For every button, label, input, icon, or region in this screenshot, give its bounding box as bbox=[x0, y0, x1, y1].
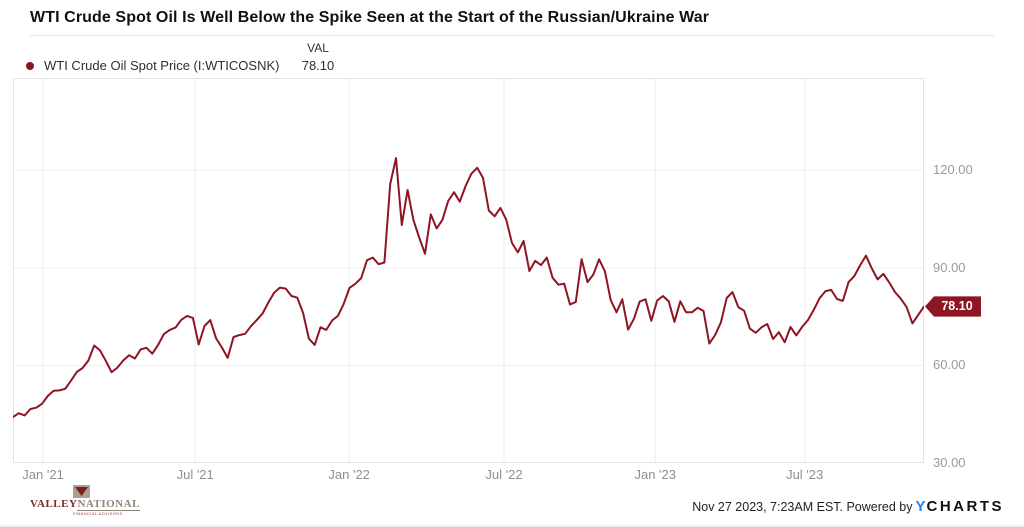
last-price-tag: 78.10 bbox=[925, 296, 981, 317]
series-current-value: 78.10 bbox=[301, 58, 335, 73]
valley-national-wordmark: VALLEYNATIONAL bbox=[30, 498, 140, 511]
series-color-dot-icon bbox=[26, 62, 34, 70]
y-axis-tick-60: 60.00 bbox=[933, 357, 966, 373]
series-label: WTI Crude Oil Spot Price (I:WTICOSNK) bbox=[44, 58, 280, 73]
price-line-chart[interactable] bbox=[13, 78, 924, 463]
valley-national-tagline: FINANCIAL ADVISORS bbox=[73, 511, 123, 516]
attribution: Nov 27 2023, 7:23AM EST. Powered by YCHA… bbox=[692, 498, 1004, 515]
x-axis-tick-jan23: Jan '23 bbox=[634, 467, 676, 482]
timestamp-text: Nov 27 2023, 7:23AM EST. Powered by bbox=[692, 499, 913, 514]
footer: VALLEYNATIONAL FINANCIAL ADVISORS Nov 27… bbox=[30, 485, 1004, 519]
legend-series-row: WTI Crude Oil Spot Price (I:WTICOSNK) 78… bbox=[0, 57, 420, 75]
legend-val-column-header: VAL bbox=[307, 41, 329, 55]
x-axis-tick-jan21: Jan '21 bbox=[22, 467, 64, 482]
chart-header: WTI Crude Spot Oil Is Well Below the Spi… bbox=[30, 0, 994, 36]
y-axis-tick-30: 30.00 bbox=[933, 455, 966, 470]
x-axis-tick-jul21: Jul '21 bbox=[176, 467, 214, 482]
valley-national-mark-icon bbox=[73, 485, 90, 498]
ycharts-logo[interactable]: YCHARTS bbox=[915, 498, 1004, 515]
valley-national-logo: VALLEYNATIONAL FINANCIAL ADVISORS bbox=[30, 485, 140, 517]
ycharts-charts: CHARTS bbox=[926, 498, 1004, 515]
ycharts-y: Y bbox=[915, 498, 927, 515]
y-axis-tick-120: 120.00 bbox=[933, 162, 973, 178]
x-axis-tick-jan22: Jan '22 bbox=[328, 467, 370, 482]
chart-title: WTI Crude Spot Oil Is Well Below the Spi… bbox=[30, 9, 710, 26]
x-axis-tick-jul23: Jul '23 bbox=[786, 467, 824, 482]
y-axis-tick-90: 90.00 bbox=[933, 259, 966, 275]
chart-legend: VAL WTI Crude Oil Spot Price (I:WTICOSNK… bbox=[0, 36, 420, 76]
x-axis-tick-jul22: Jul '22 bbox=[485, 467, 523, 482]
